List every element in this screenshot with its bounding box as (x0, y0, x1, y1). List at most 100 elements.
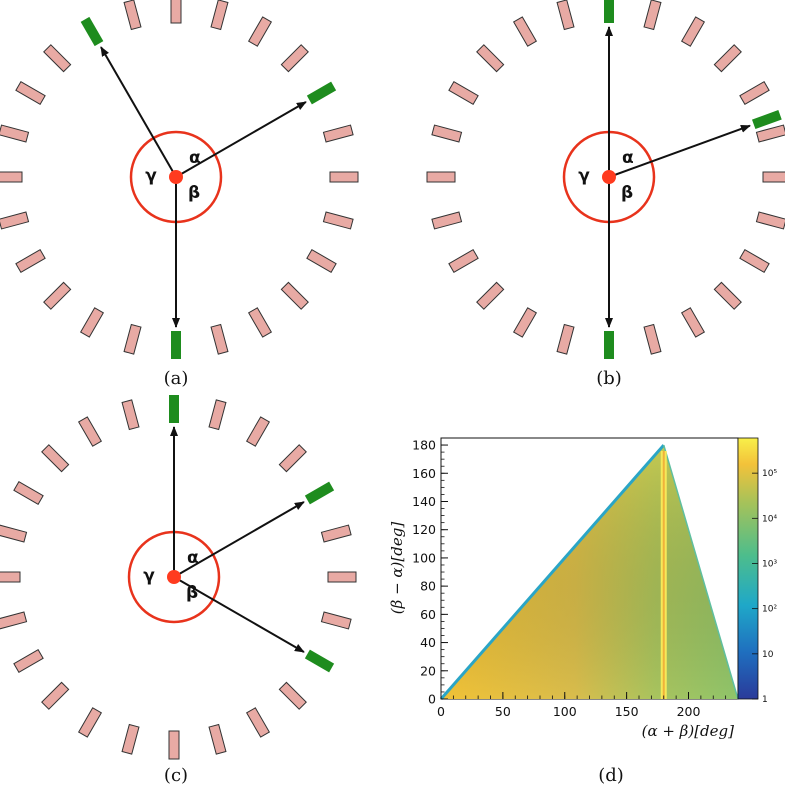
detector-segment (123, 323, 142, 355)
x-axis-label: (α + β)[deg] (642, 722, 735, 740)
particle-arrow (175, 101, 307, 178)
y-tick-label: 100 (412, 550, 436, 565)
x-tick-label: 150 (615, 704, 639, 719)
detector-segment (755, 211, 785, 230)
panel-c: αβ γ (0, 395, 357, 760)
colorbar-ticks: 1 10 10² 10³ 10⁴ 10⁵ (752, 469, 777, 705)
detector-segment (476, 44, 505, 73)
detector-segment (680, 307, 706, 338)
detector-segment (77, 707, 103, 738)
y-axis-label: (β − α)[deg] (388, 522, 406, 615)
detector-segment (322, 124, 354, 143)
hit-segment (604, 0, 614, 23)
detector-segment (15, 248, 46, 274)
particle-arrow (173, 501, 305, 578)
detector-segment (320, 524, 352, 543)
detector-segment (713, 281, 742, 310)
gamma-label: γ (578, 166, 590, 186)
detector-segment (431, 124, 463, 143)
detector-segment (13, 648, 44, 674)
detector-segment (431, 211, 463, 230)
hit-segment (80, 16, 104, 47)
detector-segment (43, 281, 72, 310)
detector-segment (327, 571, 357, 583)
detector-segment (306, 248, 337, 274)
detector-segment (0, 611, 28, 630)
y-tick-label: 0 (428, 692, 436, 707)
detector-segment (0, 211, 30, 230)
x-tick-label: 50 (495, 704, 511, 719)
colorbar-tick-label: 1 (762, 695, 768, 705)
detector-segment (43, 44, 72, 73)
detector-segment (121, 399, 140, 431)
detector-segment (329, 171, 359, 183)
gamma-label: γ (143, 566, 155, 586)
hit-segment (306, 81, 337, 105)
detector-segment (739, 248, 770, 274)
beta-label: β (621, 183, 633, 203)
detector-segment (123, 0, 142, 31)
detector-segment (245, 707, 271, 738)
colorbar-tick-label: 10³ (762, 559, 777, 569)
heatmap-panel: 0 50 100 150 200 0 20 40 60 80 100 120 140 160 180 1 10… (388, 437, 777, 740)
particle-arrow (173, 576, 305, 653)
gamma-label: γ (145, 166, 157, 186)
y-tick-label: 160 (412, 466, 436, 481)
edge-right (663, 444, 739, 700)
detector-segment (278, 444, 307, 473)
y-tick-label: 180 (412, 438, 436, 453)
heatmap-axes: 0 50 100 150 200 0 20 40 60 80 100 120 140 160 180 (412, 438, 739, 719)
beta-label: β (186, 583, 198, 603)
detector-segment (247, 307, 273, 338)
detector-segment (426, 171, 456, 183)
y-tick-label: 60 (420, 607, 436, 622)
hit-segment (304, 649, 335, 673)
detector-segment (208, 399, 227, 431)
detector-segment (643, 323, 662, 355)
detector-segment (0, 171, 23, 183)
detector-segment (0, 571, 21, 583)
y-tick-label: 120 (412, 522, 436, 537)
y-tick-label: 40 (420, 635, 436, 650)
detector-segment (556, 323, 575, 355)
hit-segment (169, 395, 179, 423)
alpha-label: α (189, 148, 201, 168)
y-tick-label: 80 (420, 579, 436, 594)
detector-segment (15, 80, 46, 106)
hit-segment (752, 110, 782, 130)
x-tick-label: 100 (553, 704, 577, 719)
y-tick-label: 140 (412, 494, 436, 509)
detector-segment (755, 124, 785, 143)
caption-d: (d) (598, 765, 624, 786)
alpha-label: α (622, 148, 634, 168)
detector-segment (713, 44, 742, 73)
beta-label: β (188, 183, 200, 203)
edge-left (439, 444, 665, 700)
detector-segment (247, 16, 273, 47)
colorbar-tick-label: 10² (762, 605, 777, 615)
detector-segment (762, 171, 785, 183)
detector-segment (13, 480, 44, 506)
detector-segment (0, 124, 30, 143)
particle-arrow (100, 46, 177, 178)
hit-segment (171, 331, 181, 359)
detector-segment (41, 444, 70, 473)
detector-segment (278, 681, 307, 710)
detector-segment (512, 307, 538, 338)
heatmap-body (439, 444, 739, 700)
detector-segment (280, 281, 309, 310)
detector-segment (79, 307, 105, 338)
colorbar-tick-label: 10⁴ (762, 514, 777, 524)
detector-segment (0, 524, 28, 543)
panel-b: αβ γ (426, 0, 785, 359)
alpha-label: α (187, 548, 199, 568)
panel-a: αβ γ (0, 0, 359, 359)
detector-segment (245, 416, 271, 447)
detector-segment (556, 0, 575, 31)
detector-segment (168, 730, 180, 760)
detector-segment (643, 0, 662, 31)
detector-segment (170, 0, 182, 24)
detector-segment (448, 248, 479, 274)
caption-c: (c) (164, 765, 188, 786)
